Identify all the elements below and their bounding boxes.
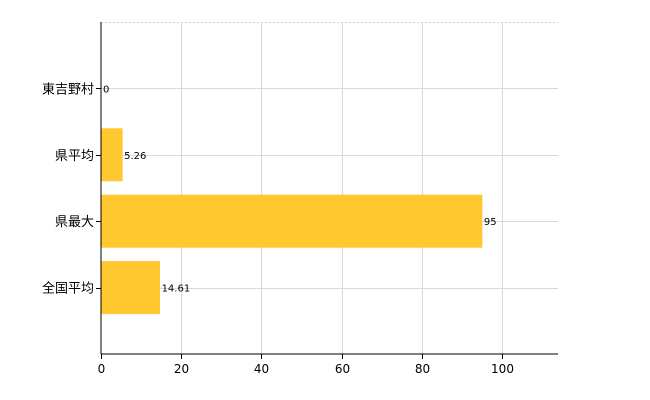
data-label: 5.26 <box>124 151 146 162</box>
y-tick-label: 全国平均 <box>42 281 94 297</box>
y-tick-label: 東吉野村 <box>42 81 94 97</box>
x-tick-label: 0 <box>98 362 106 376</box>
grid <box>101 22 558 354</box>
bars <box>101 128 483 315</box>
bar <box>101 261 161 315</box>
x-tick-label: 40 <box>254 362 269 376</box>
x-tick-label: 20 <box>174 362 189 376</box>
x-tick-label: 100 <box>491 362 514 376</box>
y-tick-label: 県平均 <box>55 149 94 164</box>
labels: 0 20 40 60 80 100 東吉野村 0 県平均 5.26 県最大 95 全国平均 14.61 <box>42 81 514 376</box>
data-label: 95 <box>484 217 497 228</box>
x-tick-label: 60 <box>335 362 350 376</box>
bar <box>101 128 123 182</box>
data-label: 14.61 <box>162 284 191 295</box>
data-label: 0 <box>103 84 109 95</box>
bar <box>101 194 483 248</box>
y-tick-label: 県最大 <box>55 215 94 230</box>
axes <box>96 22 558 359</box>
x-tick-label: 80 <box>415 362 430 376</box>
